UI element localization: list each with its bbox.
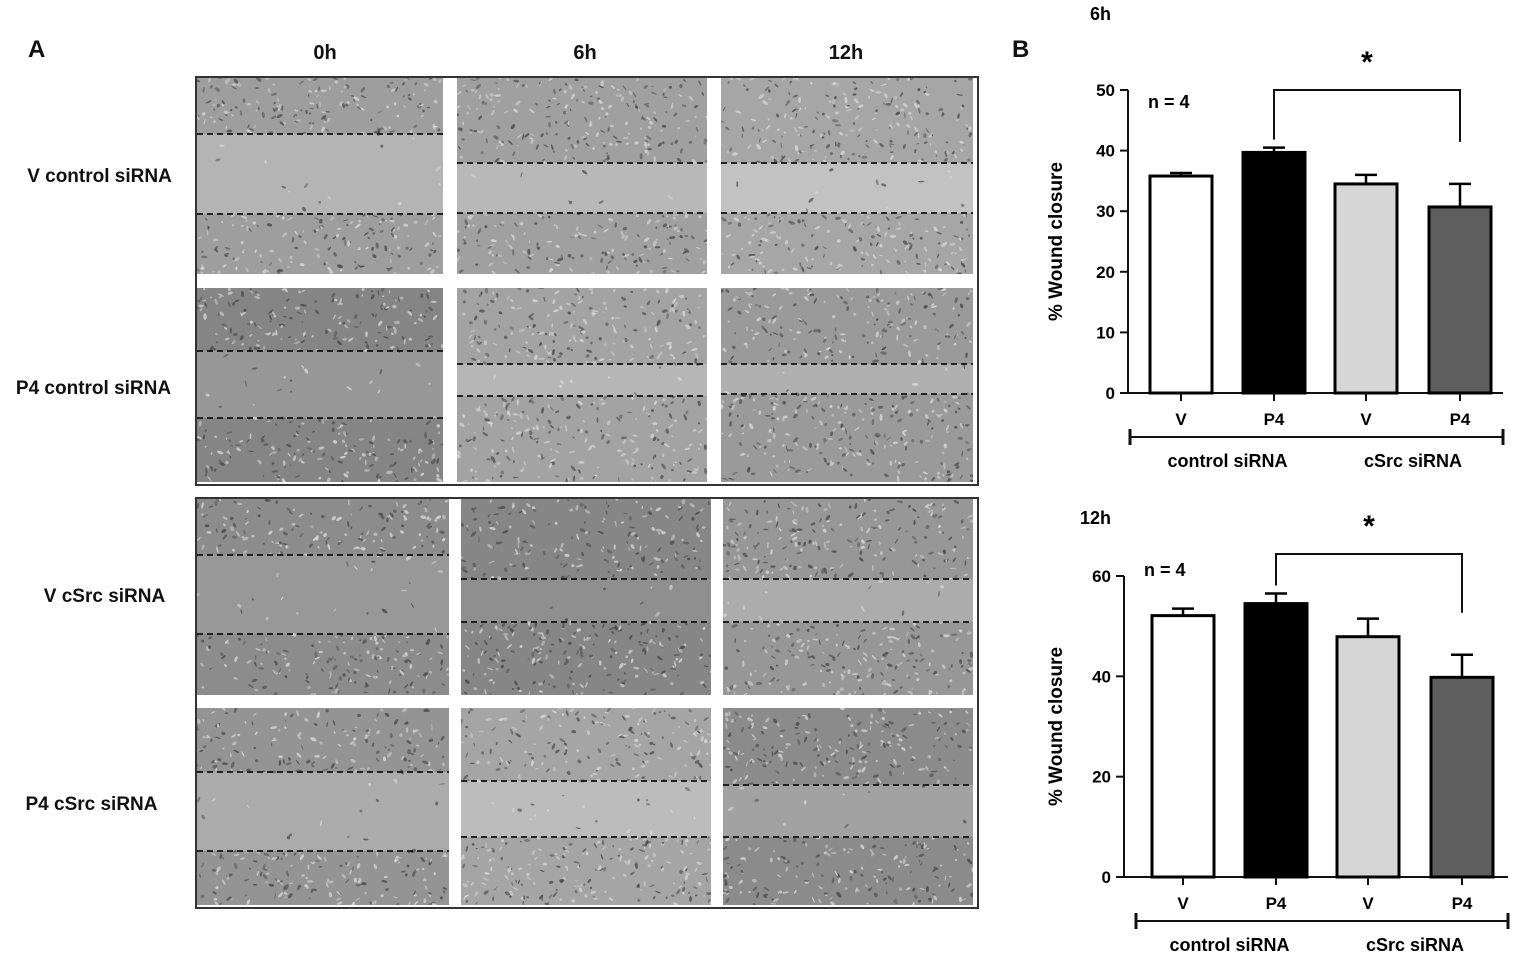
bar-chart-6h: 6h 0 10 20 30 40 50 % Wound closure V P4 V P4 contro… (1046, 4, 1505, 471)
n-annotation: n = 4 (1148, 92, 1190, 112)
bar-p4-control (1241, 150, 1307, 395)
x-tick-label: P4 (1452, 894, 1473, 913)
group-label-control-sirna: control siRNA (1169, 935, 1289, 955)
row-label-v-control-sirna: V control siRNA (27, 166, 172, 187)
y-tick-label: 50 (1096, 81, 1115, 100)
bar-v-control (1150, 614, 1216, 879)
micrograph-tile (457, 288, 707, 482)
bar-p4-csrc (1429, 675, 1495, 879)
panel-a-letter: A (28, 36, 46, 63)
column-header-0h: 0h (313, 42, 337, 64)
column-header-12h: 12h (828, 42, 864, 64)
panel-b-letter: B (1012, 36, 1030, 63)
y-axis-label: % Wound closure (1046, 647, 1067, 806)
micrograph-tile (457, 78, 707, 274)
bar-v-csrc (1335, 635, 1401, 879)
n-annotation: n = 4 (1144, 560, 1186, 580)
bar-p4-csrc (1427, 205, 1493, 395)
y-tick-label: 60 (1092, 567, 1111, 586)
row-label-p4-csrc-sirna: P4 cSrc siRNA (25, 794, 158, 815)
x-tick-label: P4 (1266, 894, 1287, 913)
y-tick-label: 20 (1092, 768, 1111, 787)
bar-v-control (1148, 174, 1214, 395)
y-tick-label: 0 (1106, 384, 1115, 403)
micrograph-tile (197, 288, 443, 482)
micrograph-tile (461, 499, 711, 695)
column-header-6h: 6h (573, 42, 597, 64)
micrograph-tile (197, 499, 449, 695)
micrograph-tile (721, 78, 973, 274)
y-tick-label: 40 (1096, 142, 1115, 161)
bar-chart-12h: 12h 0 20 40 60 % Wound closure V P4 V P4 control s… (1046, 508, 1510, 955)
micrograph-tile (723, 708, 973, 905)
y-tick-label: 30 (1096, 202, 1115, 221)
y-tick-label: 20 (1096, 263, 1115, 282)
y-tick-label: 0 (1102, 868, 1111, 887)
micrograph-tile (197, 708, 449, 905)
x-tick-label: P4 (1450, 410, 1471, 429)
micrograph-tile (723, 499, 973, 695)
x-tick-label: V (1175, 410, 1187, 429)
micrograph-tile (721, 288, 973, 482)
chart-title: 6h (1090, 4, 1111, 24)
group-label-csrc-sirna: cSrc siRNA (1364, 451, 1462, 471)
group-label-csrc-sirna: cSrc siRNA (1366, 935, 1464, 955)
x-tick-label: V (1362, 894, 1374, 913)
row-label-p4-control-sirna: P4 control siRNA (15, 378, 172, 399)
significance-bracket (1275, 553, 1463, 613)
x-tick-label: P4 (1264, 410, 1285, 429)
y-tick-label: 40 (1092, 667, 1111, 686)
group-label-control-sirna: control siRNA (1167, 451, 1287, 471)
bar-v-csrc (1333, 182, 1399, 395)
significance-bracket (1273, 89, 1461, 142)
y-tick-label: 10 (1096, 323, 1115, 342)
micrograph-tile (461, 708, 711, 905)
significance-star: * (1363, 510, 1375, 543)
x-tick-label: V (1360, 410, 1372, 429)
x-tick-label: V (1177, 894, 1189, 913)
y-axis-label: % Wound closure (1046, 162, 1067, 321)
row-label-v-csrc-sirna: V cSrc siRNA (43, 586, 166, 607)
bar-p4-control (1243, 602, 1309, 879)
micrograph-tile (197, 78, 443, 274)
chart-title: 12h (1080, 508, 1111, 528)
significance-star: * (1361, 46, 1373, 79)
